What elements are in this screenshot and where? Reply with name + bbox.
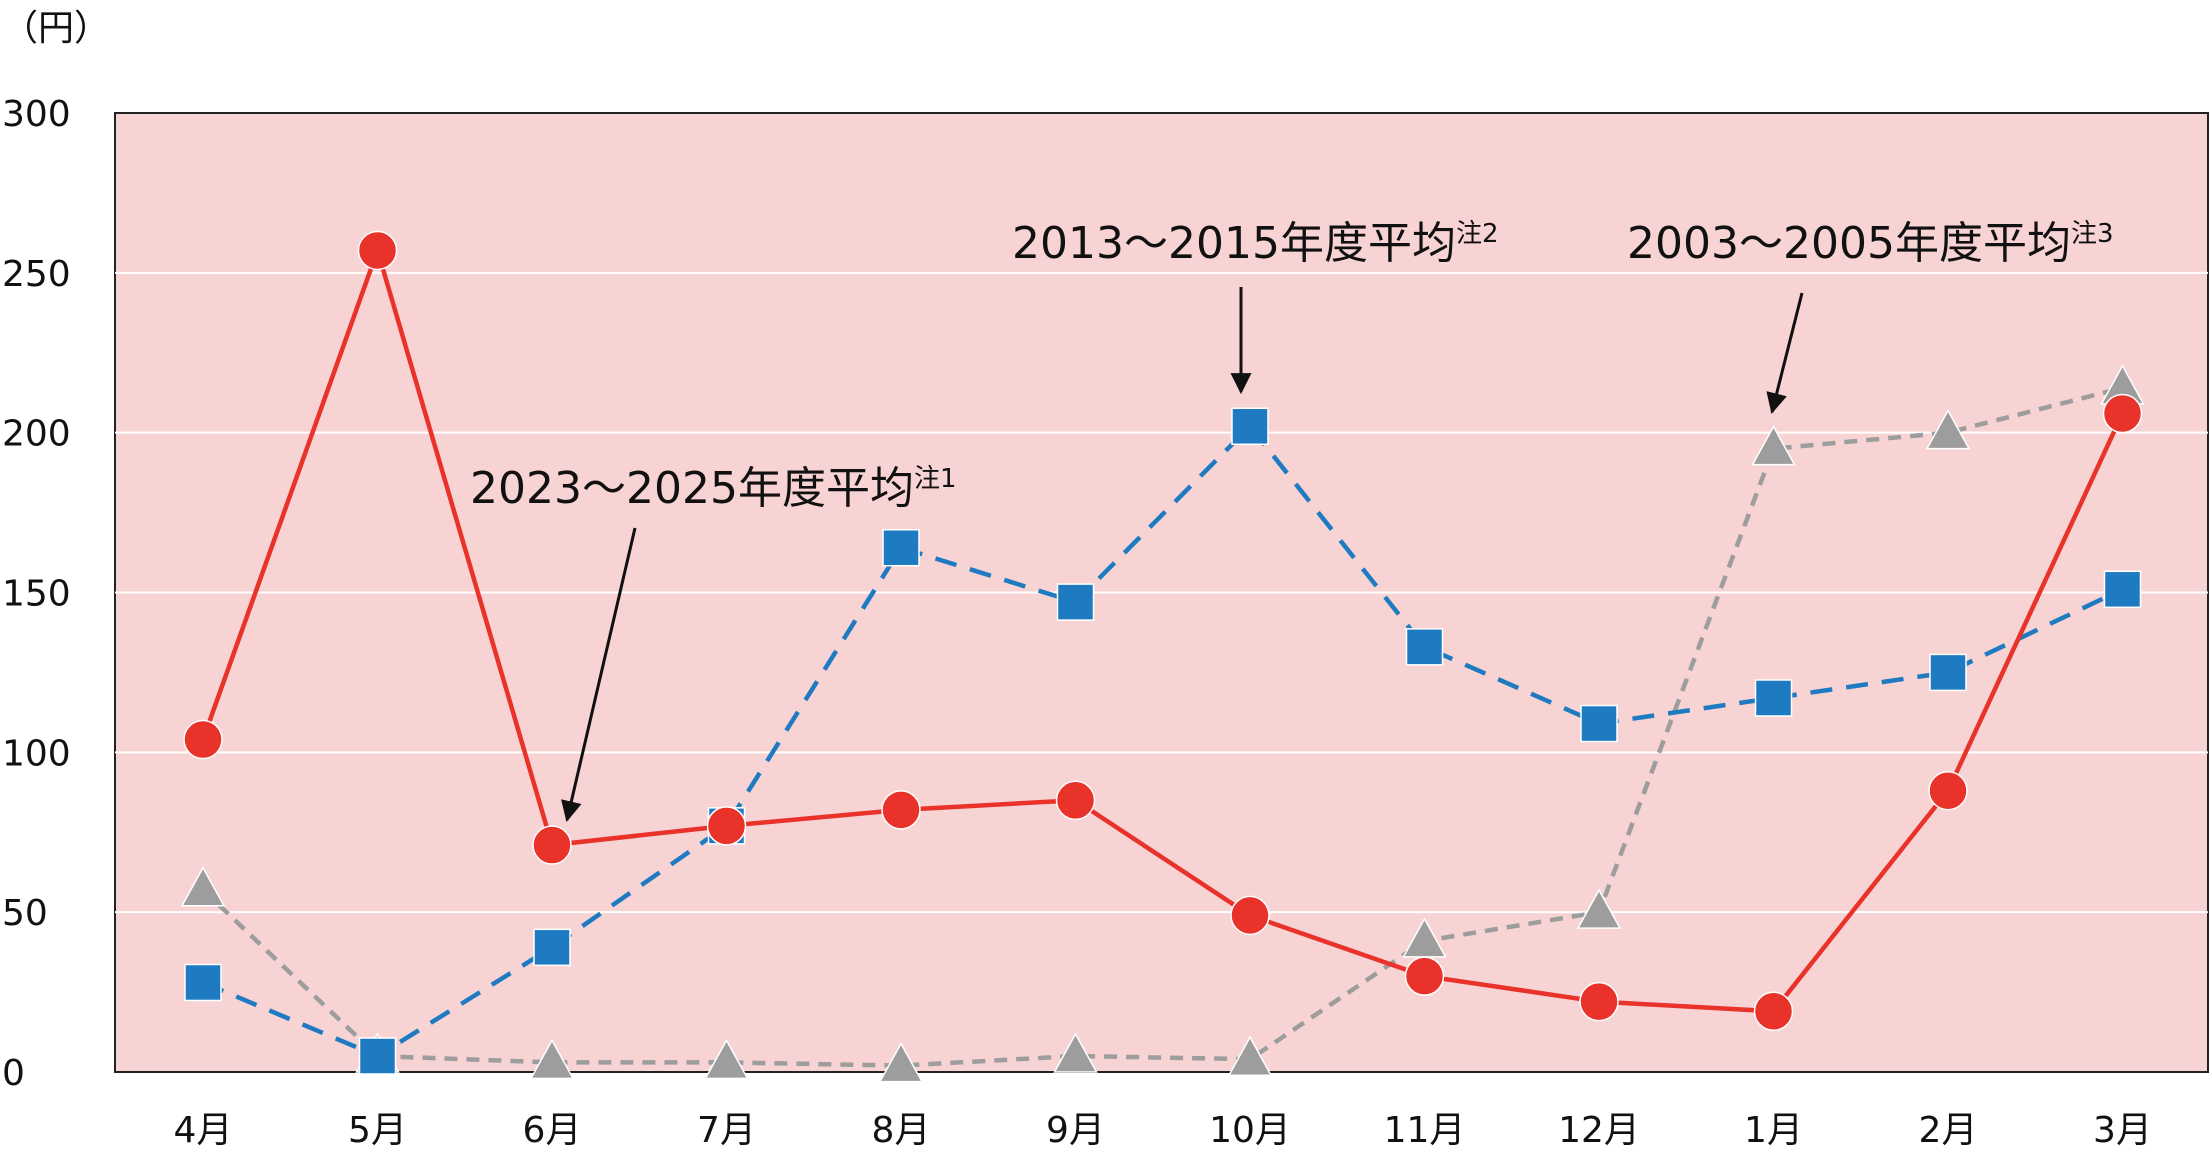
series-label-note: 注1 xyxy=(914,464,957,494)
data-point-square xyxy=(882,528,920,567)
x-tick-label: 11月 xyxy=(1384,1110,1466,1151)
y-tick-label: 50 xyxy=(2,893,48,934)
x-tick-label: 4月 xyxy=(174,1110,233,1151)
data-point-circle xyxy=(1928,770,1968,811)
series-label: 2003～2005年度平均注3 xyxy=(1627,218,2114,269)
y-tick-label: 100 xyxy=(2,733,71,774)
data-point-square xyxy=(1231,407,1269,446)
data-point-square xyxy=(1754,679,1793,717)
data-point-square xyxy=(358,1037,397,1075)
x-tick-label: 10月 xyxy=(1209,1110,1291,1151)
y-axis-ticks: 0 50 100 150 200 250 300 xyxy=(2,94,71,1094)
series-label: 2023～2025年度平均注1 xyxy=(470,463,957,514)
data-point-triangle xyxy=(1751,425,1796,466)
series-label-name: 2013～2015年度平均 xyxy=(1012,218,1456,269)
annotations: 2023～2025年度平均注1 2013～2015年度平均注2 2003～2005年… xyxy=(470,218,2114,823)
x-tick-label: 9月 xyxy=(1046,1110,1105,1151)
data-point-circle xyxy=(1579,981,1619,1022)
data-point-circle xyxy=(1753,991,1794,1032)
y-axis-unit-label: （円） xyxy=(2,8,110,49)
data-point-triangle xyxy=(1227,1035,1273,1076)
data-point-circle xyxy=(1404,956,1445,996)
y-tick-label: 250 xyxy=(2,254,71,295)
x-axis-ticks: 4月 5月 6月 7月 8月 9月 10月 11月 12月 1月 2月 3月 xyxy=(174,1110,2152,1151)
data-point-square xyxy=(1405,628,1444,666)
x-tick-label: 5月 xyxy=(348,1110,407,1151)
data-point-square xyxy=(184,963,222,1002)
data-point-triangle xyxy=(1576,888,1622,929)
data-point-square xyxy=(1580,704,1618,743)
x-tick-label: 2月 xyxy=(1919,1110,1978,1151)
x-tick-label: 1月 xyxy=(1744,1110,1803,1151)
data-point-square xyxy=(533,928,571,967)
data-point-circle xyxy=(2102,393,2143,434)
series-circle-group xyxy=(183,230,2143,1032)
x-tick-label: 3月 xyxy=(2093,1110,2152,1151)
annotation-arrow xyxy=(1766,292,1804,415)
data-point-circle xyxy=(357,230,398,271)
series-label: 2013～2015年度平均注2 xyxy=(1012,218,1499,269)
y-tick-label: 150 xyxy=(2,574,71,615)
annotation-arrow xyxy=(561,527,637,823)
data-point-triangle xyxy=(704,1038,749,1080)
data-point-circle xyxy=(1055,780,1096,821)
y-tick-label: 200 xyxy=(2,414,71,455)
data-point-circle xyxy=(1230,895,1270,936)
data-point-square xyxy=(1929,653,1967,692)
y-tick-label: 300 xyxy=(2,94,71,135)
data-point-triangle xyxy=(529,1038,575,1080)
x-tick-label: 6月 xyxy=(523,1110,582,1151)
data-point-triangle xyxy=(1925,409,1971,450)
data-point-circle xyxy=(183,719,223,760)
data-point-circle xyxy=(881,790,921,830)
x-tick-label: 7月 xyxy=(697,1110,756,1151)
series-label-note: 注2 xyxy=(1456,219,1499,249)
series-label-name: 2023～2025年度平均 xyxy=(470,463,914,514)
gridlines xyxy=(115,271,2208,914)
series-label-name: 2003～2005年度平均 xyxy=(1627,218,2071,269)
data-point-square xyxy=(1056,583,1095,621)
series-line xyxy=(202,422,2124,1059)
series-label-note: 注3 xyxy=(2071,219,2114,249)
data-point-triangle xyxy=(878,1042,924,1083)
x-tick-label: 8月 xyxy=(872,1110,931,1151)
data-point-circle xyxy=(706,806,747,846)
data-point-triangle xyxy=(1053,1032,1098,1073)
y-tick-label: 0 xyxy=(2,1053,25,1094)
data-point-circle xyxy=(532,825,572,865)
series-line xyxy=(200,243,2125,1014)
data-point-triangle xyxy=(180,866,226,907)
data-point-square xyxy=(2103,570,2142,609)
series-line xyxy=(201,385,2124,1068)
x-tick-label: 12月 xyxy=(1558,1110,1640,1151)
series-group xyxy=(180,230,2145,1083)
